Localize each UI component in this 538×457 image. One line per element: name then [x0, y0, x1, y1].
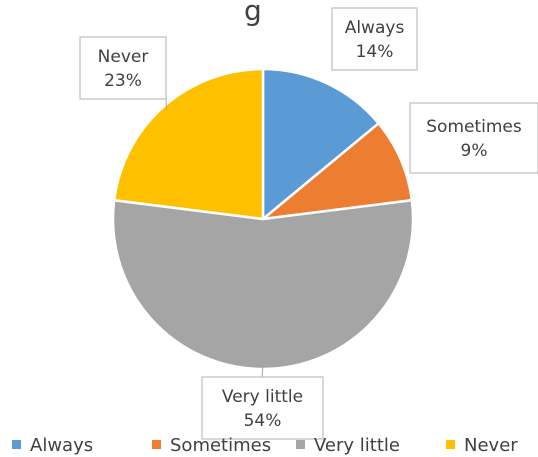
pie-slice-never — [112, 67, 265, 221]
legend-label: Very little — [314, 435, 400, 456]
callout-box-always — [331, 7, 418, 71]
legend-label: Never — [464, 435, 518, 456]
data-label-callouts: Always 14% Sometimes 9% Very little 54% Never 2… — [79, 7, 538, 440]
pie-slice-always — [261, 67, 381, 222]
data-label-value: 54% — [244, 411, 282, 431]
data-label-category: Sometimes — [426, 117, 522, 137]
legend-item-very-little: Very little — [296, 435, 400, 456]
legend-swatch-very-little — [296, 440, 305, 449]
leader-line-very-little — [261, 364, 264, 378]
data-label-category: Always — [345, 18, 405, 38]
legend-item-never: Never — [446, 435, 518, 456]
callout-never: Never 23% — [79, 36, 167, 100]
pie-slice-very-little — [111, 198, 415, 371]
callout-box-never — [79, 36, 167, 100]
callout-sometimes: Sometimes 9% — [409, 102, 538, 174]
legend-label: Sometimes — [170, 435, 271, 456]
data-label-category: Very little — [222, 387, 303, 407]
pie-slice-sometimes — [258, 121, 414, 221]
callout-box-sometimes — [409, 102, 538, 174]
data-label-value: 14% — [356, 42, 394, 62]
callout-box-very-little — [201, 376, 324, 440]
callout-very-little: Very little 54% — [201, 376, 324, 440]
chart-title: g — [244, 0, 262, 27]
data-label-value: 23% — [104, 71, 142, 91]
legend-label: Always — [30, 435, 93, 456]
legend-swatch-always — [12, 440, 21, 449]
legend-item-always: Always — [12, 435, 93, 456]
legend-item-sometimes: Sometimes — [152, 435, 271, 456]
legend-swatch-never — [446, 440, 455, 449]
callout-always: Always 14% — [331, 7, 418, 71]
data-label-value: 9% — [461, 141, 488, 161]
data-label-category: Never — [98, 47, 149, 67]
legend: Always Sometimes Very little Never — [12, 435, 518, 456]
legend-swatch-sometimes — [152, 440, 161, 449]
pie-slices — [111, 67, 415, 371]
